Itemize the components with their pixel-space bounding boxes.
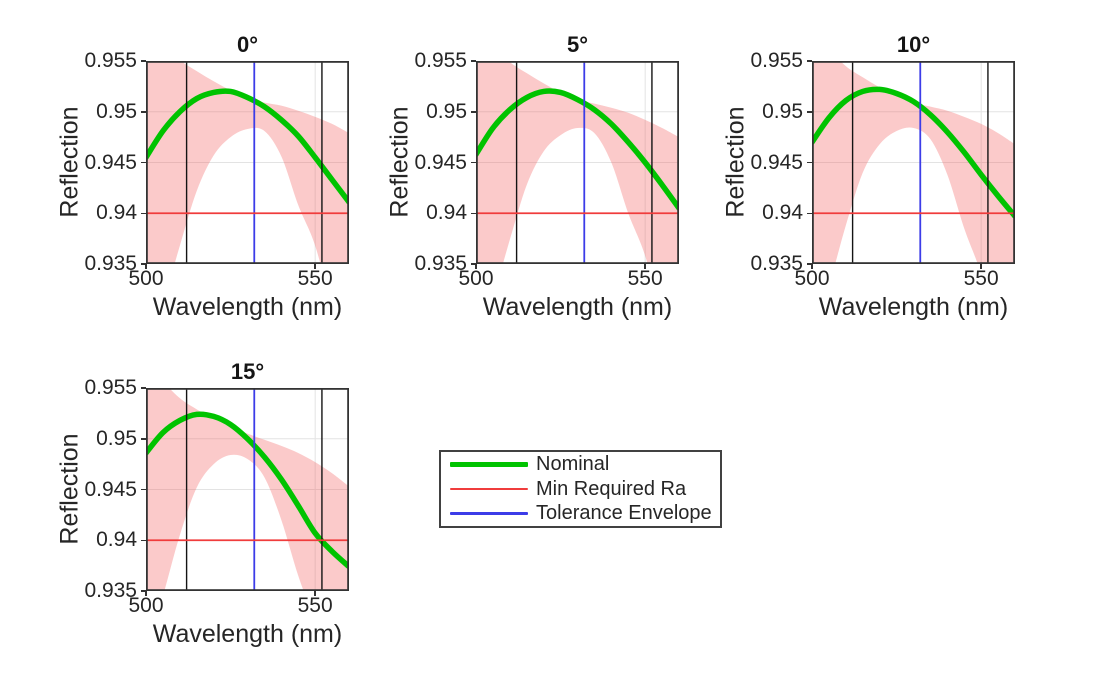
subplot-5deg: 5° Reflection Wavelength (nm) 0.955 0.95 0…: [386, 32, 679, 321]
y-tick-label: 0.945: [84, 477, 137, 501]
y-tick-label: 0.95: [96, 426, 137, 450]
x-tick-mark: [145, 264, 147, 269]
y-tick-mark: [141, 60, 146, 62]
y-tick-label: 0.95: [762, 99, 803, 123]
y-tick-mark: [807, 161, 812, 164]
y-tick-label: 0.95: [96, 99, 137, 123]
y-tick-label: 0.94: [762, 201, 803, 225]
y-tick-mark: [807, 263, 812, 265]
legend-label: Min Required Ra: [536, 477, 687, 500]
x-tick-label: 500: [128, 267, 164, 290]
x-tick-mark: [811, 264, 813, 269]
x-tick-label: 550: [963, 267, 999, 290]
y-tick-mark: [807, 60, 812, 62]
x-tick-label: 500: [458, 267, 494, 290]
x-tick-mark: [475, 264, 477, 269]
legend-item-tolerance-envelope: Tolerance Envelope: [441, 502, 720, 526]
y-tick-label: 0.945: [750, 150, 803, 174]
y-tick-label: 0.95: [426, 99, 467, 123]
x-axis-label: Wavelength (nm): [152, 620, 343, 648]
nominal-curve: [476, 88, 679, 211]
nominal-line-swatch: [450, 462, 528, 467]
y-tick-mark: [141, 488, 146, 491]
x-tick-label: 550: [297, 267, 333, 290]
x-tick-label: 500: [794, 267, 830, 290]
y-tick-label: 0.935: [84, 252, 137, 275]
y-tick-mark: [471, 111, 476, 113]
nominal-curve: [146, 88, 349, 205]
subplot-title-10deg: 10°: [896, 32, 931, 57]
subplot-15deg: 15° Reflection Wavelength (nm) 0.955 0.95…: [56, 359, 349, 648]
plot-area-5deg: [476, 61, 679, 264]
plot-area-0deg: [146, 61, 349, 264]
subplot-title-5deg: 5°: [566, 32, 589, 57]
y-tick-label: 0.945: [84, 150, 137, 174]
y-tick-mark: [807, 111, 812, 113]
y-tick-mark: [471, 263, 476, 265]
legend: Nominal Min Required Ra Tolerance Envelo…: [439, 450, 722, 528]
x-tick-label: 500: [128, 594, 164, 617]
y-tick-label: 0.945: [414, 150, 467, 174]
x-tick-mark: [644, 264, 646, 269]
subplot-title-15deg: 15°: [230, 359, 265, 384]
x-tick-label: 550: [297, 594, 333, 617]
plot-area-10deg: [812, 61, 1015, 264]
legend-item-nominal: Nominal: [441, 453, 720, 477]
x-axis-label: Wavelength (nm): [818, 293, 1009, 321]
y-tick-label: 0.955: [414, 49, 467, 72]
y-tick-label: 0.935: [84, 579, 137, 602]
nominal-curve: [146, 411, 349, 570]
x-axis-label: Wavelength (nm): [482, 293, 673, 321]
legend-item-min-required-ra: Min Required Ra: [441, 477, 720, 501]
y-tick-mark: [141, 539, 146, 541]
plot-area-15deg: [146, 388, 349, 591]
y-tick-mark: [807, 212, 812, 214]
subplot-10deg: 10° Reflection Wavelength (nm) 0.955 0.95…: [722, 32, 1015, 321]
y-tick-label: 0.94: [96, 201, 137, 225]
nominal-curve: [812, 86, 1015, 220]
y-tick-mark: [141, 263, 146, 265]
subplot-0deg: 0° Reflection Wavelength (nm) 0.955 0.95 0…: [56, 32, 349, 321]
y-tick-label: 0.935: [414, 252, 467, 275]
subplot-title-0deg: 0°: [236, 32, 259, 57]
tolerance-envelope-line-swatch: [450, 512, 528, 515]
y-tick-label: 0.955: [84, 49, 137, 72]
y-tick-mark: [141, 438, 146, 440]
x-tick-mark: [145, 591, 147, 596]
y-tick-mark: [141, 387, 146, 389]
y-tick-label: 0.94: [426, 201, 467, 225]
x-axis-label: Wavelength (nm): [152, 293, 343, 321]
x-tick-mark: [980, 264, 982, 269]
y-tick-mark: [141, 111, 146, 113]
y-tick-mark: [141, 212, 146, 214]
tolerance-envelope-band: [146, 61, 349, 264]
y-tick-mark: [141, 161, 146, 164]
legend-label: Tolerance Envelope: [536, 502, 712, 524]
y-tick-label: 0.955: [750, 49, 803, 72]
y-tick-mark: [471, 60, 476, 62]
y-tick-mark: [471, 212, 476, 214]
min-required-ra-line-swatch: [450, 487, 528, 491]
y-tick-label: 0.935: [750, 252, 803, 275]
y-tick-mark: [141, 590, 146, 592]
y-tick-mark: [471, 161, 476, 164]
x-tick-label: 550: [627, 267, 663, 290]
legend-label: Nominal: [536, 453, 610, 475]
y-tick-label: 0.955: [84, 376, 137, 399]
x-tick-mark: [314, 591, 316, 596]
y-tick-label: 0.94: [96, 528, 137, 552]
x-tick-mark: [314, 264, 316, 269]
